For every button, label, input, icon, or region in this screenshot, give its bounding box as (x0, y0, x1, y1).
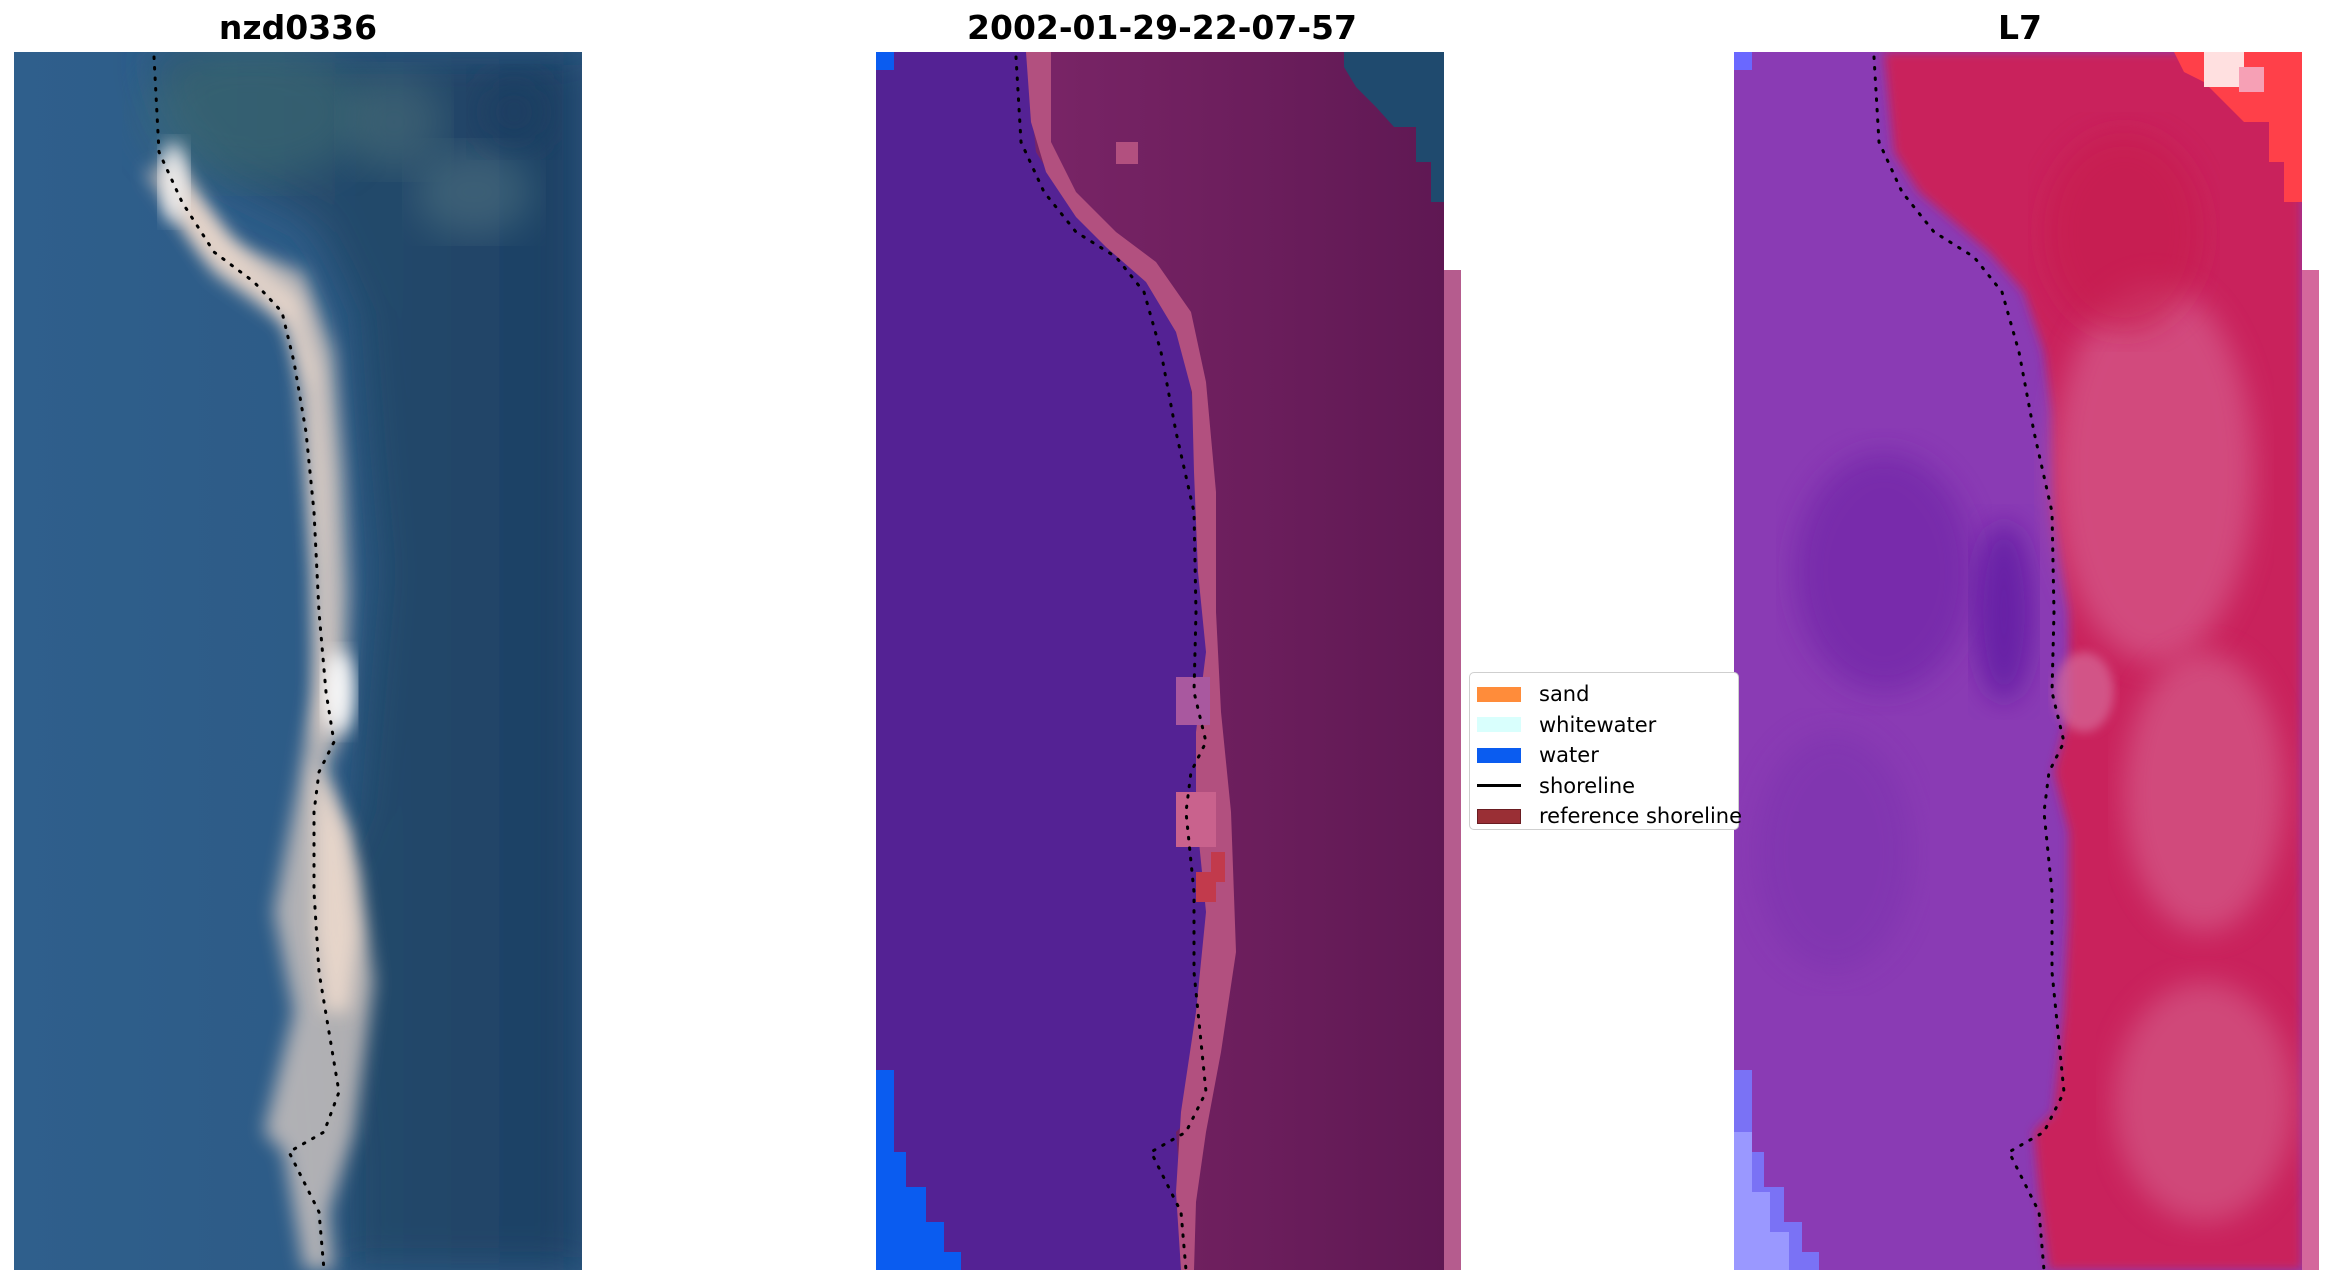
legend-label-sand: sand (1539, 682, 1590, 707)
panel-title-satellite: L7 (1998, 8, 2042, 47)
legend-item-sand: sand (1470, 679, 1738, 710)
legend-item-reference-shoreline: reference shoreline (1470, 801, 1742, 832)
legend-swatch-reference-shoreline (1477, 808, 1521, 824)
index-image-panel (1734, 52, 2302, 1270)
index-image-edge (2302, 270, 2319, 1270)
rgb-image (14, 52, 582, 1270)
legend-swatch-whitewater (1477, 717, 1521, 733)
classified-image-panel (876, 52, 1444, 1270)
classified-image (876, 52, 1444, 1270)
panel-title-site: nzd0336 (218, 8, 378, 47)
legend-label-whitewater: whitewater (1539, 712, 1657, 737)
legend-item-whitewater: whitewater (1470, 710, 1738, 741)
legend-label-water: water (1539, 743, 1599, 768)
index-image (1734, 52, 2302, 1270)
legend-label-reference-shoreline: reference shoreline (1539, 804, 1743, 829)
legend-label-shoreline: shoreline (1539, 773, 1636, 798)
legend-item-water: water (1470, 740, 1738, 771)
panel-title-date: 2002-01-29-22-07-57 (967, 8, 1357, 47)
legend-line-shoreline (1477, 784, 1521, 788)
rgb-image-panel (14, 52, 582, 1270)
legend-swatch-water (1477, 747, 1521, 763)
legend-swatch-sand (1477, 686, 1521, 702)
classified-image-edge (1444, 270, 1461, 1270)
legend: sand whitewater water shoreline referenc… (1469, 672, 1742, 832)
legend-item-shoreline: shoreline (1470, 771, 1738, 802)
